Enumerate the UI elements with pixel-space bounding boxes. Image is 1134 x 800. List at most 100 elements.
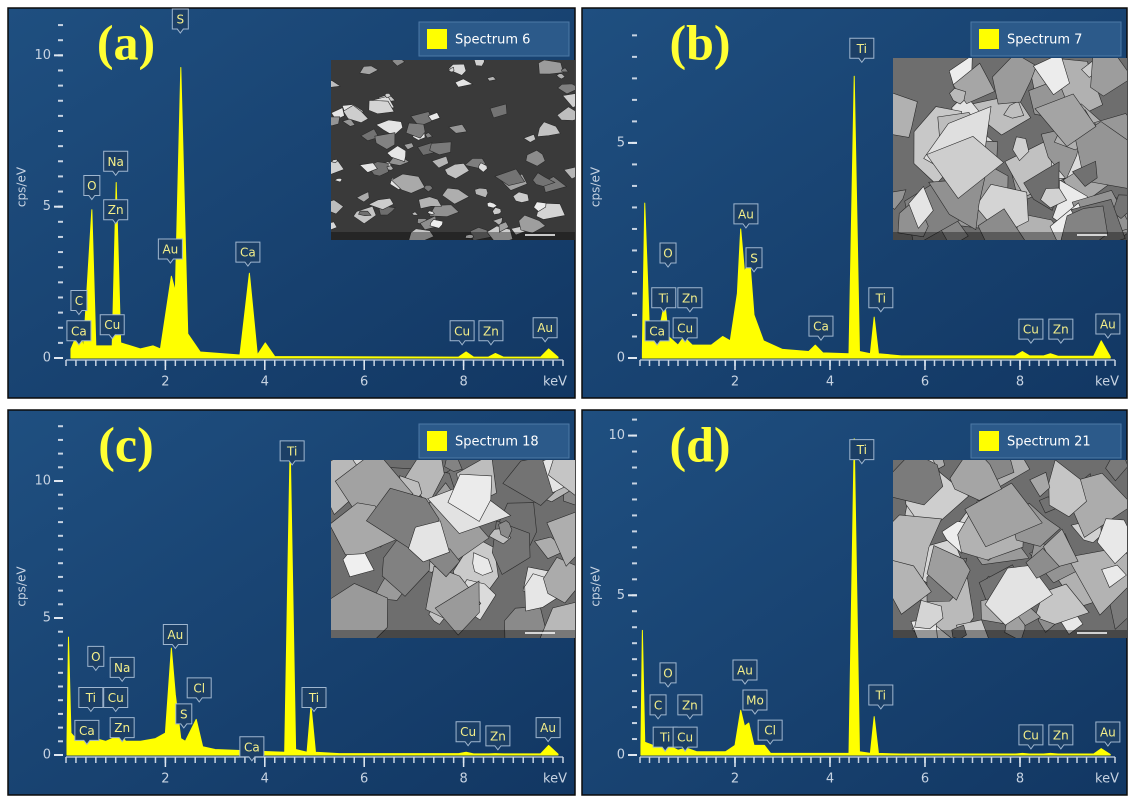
inset-footer (893, 232, 1127, 240)
x-axis-label: keV (543, 772, 567, 787)
peak-label: Ti (85, 691, 96, 705)
panel: 2468keV05cps/eVOTiZnCaCuAuSCaTiTiCuZnAuS… (582, 8, 1134, 398)
y-tick-label: 5 (617, 135, 625, 150)
peak-label: Ca (79, 724, 95, 738)
y-tick-label: 5 (617, 588, 625, 603)
peak-label: Na (108, 155, 124, 169)
peak-label: Zn (114, 721, 130, 735)
peak-label: O (87, 179, 96, 193)
x-tick-label: 2 (161, 772, 169, 787)
x-axis-label: keV (1095, 375, 1119, 390)
peak-label: Cu (677, 731, 693, 745)
inset-footer (331, 232, 575, 240)
x-tick-label: 8 (1016, 375, 1024, 390)
panel-title: (a) (97, 14, 155, 70)
peak-label: Ca (244, 740, 260, 754)
legend-swatch (979, 431, 999, 451)
y-tick-label: 10 (34, 474, 51, 489)
peak-label: S (750, 251, 758, 265)
peak-label: O (91, 650, 100, 664)
y-axis-label: cps/eV (589, 166, 603, 207)
peak-label: S (176, 13, 184, 27)
peak-label: Au (162, 243, 178, 257)
panel-title: (b) (669, 14, 730, 70)
y-tick-label: 10 (608, 428, 625, 443)
legend-swatch (979, 29, 999, 49)
peak-label: Ti (659, 731, 670, 745)
peak-label: Ti (856, 443, 867, 457)
x-tick-label: 2 (731, 375, 739, 390)
peak-label: O (663, 247, 672, 261)
peak-label: Ca (813, 320, 829, 334)
x-tick-label: 4 (826, 772, 834, 787)
x-tick-label: 4 (261, 772, 269, 787)
x-tick-label: 2 (731, 772, 739, 787)
peak-label: Ca (649, 324, 665, 338)
peak-label: Cu (104, 318, 120, 332)
x-tick-label: 8 (459, 375, 467, 390)
peak-label: Cu (460, 725, 476, 739)
panel-title: (c) (98, 416, 154, 472)
y-axis-label: cps/eV (15, 566, 29, 607)
legend-label: Spectrum 6 (455, 33, 530, 48)
inset-image (309, 430, 616, 660)
y-tick-label: 0 (617, 351, 625, 366)
panel-title: (d) (669, 416, 730, 472)
x-tick-label: 6 (921, 772, 929, 787)
y-axis-label: cps/eV (589, 566, 603, 607)
peak-label: Na (114, 661, 130, 675)
inset-footer (331, 630, 575, 638)
peak-label: Ti (286, 444, 297, 458)
peak-label: Au (1100, 726, 1116, 740)
peak-label: C (75, 294, 83, 308)
peak-label: Zn (490, 729, 506, 743)
peak-label: Zn (682, 291, 698, 305)
x-tick-label: 6 (360, 375, 368, 390)
legend-swatch (427, 29, 447, 49)
peak-label: Ti (875, 291, 886, 305)
peak-label: Cu (108, 691, 124, 705)
legend-label: Spectrum 18 (455, 435, 539, 450)
x-tick-label: 8 (459, 772, 467, 787)
x-axis-label: keV (543, 375, 567, 390)
legend-label: Spectrum 21 (1007, 435, 1091, 450)
peak-label: Ca (71, 324, 87, 338)
y-tick-label: 0 (43, 351, 51, 366)
x-axis-label: keV (1095, 772, 1119, 787)
x-tick-label: 6 (921, 375, 929, 390)
peak-label: Ti (658, 291, 669, 305)
peak-label: Cu (454, 324, 470, 338)
inset-image (315, 56, 585, 243)
peak-label: Ti (308, 691, 319, 705)
peak-label: Au (738, 207, 754, 221)
peak-label: Zn (483, 324, 499, 338)
peak-label: Zn (1053, 323, 1069, 337)
peak-label: O (663, 666, 672, 680)
x-tick-label: 2 (161, 375, 169, 390)
peak-label: S (180, 707, 188, 721)
peak-label: Cu (1023, 728, 1039, 742)
x-tick-label: 4 (826, 375, 834, 390)
peak-label: Ti (856, 42, 867, 56)
x-tick-label: 6 (360, 772, 368, 787)
peak-label: Au (167, 628, 183, 642)
peak-label: Zn (108, 203, 124, 217)
peak-label: Cl (193, 681, 205, 695)
y-tick-label: 10 (34, 48, 51, 63)
legend-swatch (427, 431, 447, 451)
panel: 2468keV0510cps/eVONaTiCuCaZnAuSClCaTiTiC… (8, 410, 616, 795)
y-tick-label: 5 (43, 611, 51, 626)
peak-label: Zn (1053, 728, 1069, 742)
peak-label: Ti (875, 688, 886, 702)
inset-footer (893, 630, 1127, 638)
figure: 2 4 6 8 keV 0 5 10 cps/eV C Ca O Na Zn Cu Au S Ca Cu Zn Au Sp… (0, 0, 1134, 800)
panel: 2468keV0510cps/eVCOTiZnCuAuMoClTiTiCuZnA… (582, 410, 1134, 795)
peak-label: Cu (1023, 323, 1039, 337)
peak-label: Au (537, 321, 553, 335)
peak-label: C (654, 698, 662, 712)
legend-label: Spectrum 7 (1007, 33, 1082, 48)
inset-image (875, 437, 1134, 664)
panel: 2468keV0510cps/eVCCaONaZnCuAuSCaCuZnAuSp… (8, 8, 585, 398)
peak-label: Cl (764, 724, 776, 738)
peak-label: Cu (677, 321, 693, 335)
